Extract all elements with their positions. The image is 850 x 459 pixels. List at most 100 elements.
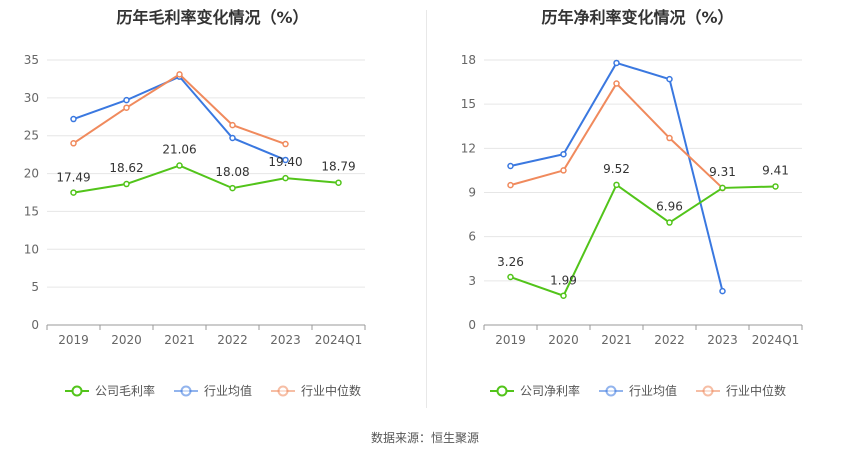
y-tick-label: 18: [461, 53, 476, 67]
legend-item[interactable]: 行业中位数: [270, 382, 361, 399]
data-point[interactable]: [282, 140, 289, 148]
legend-label: 行业中位数: [726, 384, 787, 398]
data-label: 18.08: [215, 165, 249, 179]
data-label: 9.41: [762, 163, 789, 177]
legend-label: 行业均值: [628, 384, 677, 398]
data-point[interactable]: [176, 71, 183, 78]
x-tick-label: 2019: [495, 333, 526, 347]
data-point[interactable]: [507, 181, 514, 189]
data-label: 17.49: [56, 171, 90, 185]
data-label: 19.40: [268, 155, 302, 169]
y-tick-label: 25: [24, 129, 39, 143]
chart-title: 历年净利率变化情况（%）: [541, 8, 734, 27]
legend-swatch: [598, 385, 623, 396]
data-point[interactable]: [70, 115, 77, 123]
net-margin-chart: 0 3 6 9 12 15 18 2019 2020 2021 2022 2023 2024Q1 3.26…: [461, 53, 803, 347]
data-point[interactable]: [507, 162, 514, 170]
series-line: [510, 183, 776, 297]
data-source: 数据来源：恒生聚源: [370, 431, 479, 445]
y-tick-label: 35: [24, 53, 39, 67]
legend-item[interactable]: 公司净利率: [489, 382, 580, 399]
data-point[interactable]: [560, 167, 567, 174]
x-tick-label: 2022: [654, 333, 685, 347]
y-tick-label: 6: [468, 230, 476, 244]
data-label: 18.79: [321, 160, 355, 174]
x-tick-label: 2023: [270, 333, 301, 347]
legend-item[interactable]: 行业均值: [173, 382, 252, 399]
data-label: 6.96: [656, 200, 683, 214]
data-point[interactable]: [123, 104, 130, 111]
legend-label: 公司净利率: [519, 384, 580, 398]
data-point[interactable]: [229, 134, 236, 142]
x-tick-label: 2020: [111, 333, 142, 347]
gross-margin-panel: 历年毛利率变化情况（%） 0 5 10 15 20 25 30 35 2019 2020 2021 2…: [0, 0, 425, 420]
legend-label: 公司毛利率: [94, 384, 155, 398]
data-point[interactable]: [507, 273, 514, 281]
data-label: 1.99: [550, 274, 577, 288]
data-point[interactable]: [560, 292, 567, 299]
data-point[interactable]: [123, 180, 130, 188]
data-point[interactable]: [560, 150, 567, 158]
data-point[interactable]: [282, 174, 289, 182]
y-tick-label: 30: [24, 91, 39, 105]
chart-title: 历年毛利率变化情况（%）: [116, 8, 309, 27]
data-point[interactable]: [70, 140, 77, 147]
x-tick-label: 2021: [601, 333, 632, 347]
legend: 公司毛利率 行业均值 行业中位数: [0, 382, 425, 399]
legend-item[interactable]: 行业中位数: [695, 382, 786, 399]
legend-swatch: [64, 385, 89, 396]
data-label: 3.26: [497, 255, 524, 269]
data-point[interactable]: [719, 184, 726, 192]
x-tick-label: 2021: [164, 333, 195, 347]
y-tick-label: 5: [31, 280, 39, 294]
data-point[interactable]: [666, 219, 673, 226]
data-label: 21.06: [162, 143, 196, 157]
legend-swatch: [173, 385, 198, 396]
x-tick-label: 2024Q1: [752, 333, 800, 347]
data-point[interactable]: [719, 287, 726, 295]
y-tick-label: 15: [461, 97, 476, 111]
legend-swatch: [271, 385, 295, 396]
data-point[interactable]: [229, 121, 236, 129]
x-tick-label: 2023: [707, 333, 738, 347]
y-tick-label: 15: [24, 204, 39, 218]
data-point[interactable]: [70, 189, 77, 196]
data-point[interactable]: [666, 75, 673, 83]
legend-swatch: [489, 385, 514, 396]
data-point[interactable]: [282, 156, 289, 164]
data-label: 18.62: [109, 161, 143, 175]
data-point[interactable]: [613, 59, 620, 67]
data-point[interactable]: [666, 134, 673, 142]
data-point[interactable]: [176, 162, 183, 169]
data-point[interactable]: [229, 184, 236, 192]
data-point[interactable]: [335, 179, 342, 186]
legend-item[interactable]: 公司毛利率: [64, 382, 155, 399]
x-tick-label: 2024Q1: [315, 333, 363, 347]
data-point[interactable]: [613, 80, 620, 87]
y-tick-label: 20: [24, 167, 39, 181]
data-point[interactable]: [772, 183, 779, 190]
data-label: 9.52: [603, 162, 630, 176]
series-line: [73, 164, 339, 194]
y-tick-label: 0: [468, 318, 476, 332]
legend-swatch: [696, 385, 720, 396]
legend: 公司净利率 行业均值 行业中位数: [425, 382, 850, 399]
x-tick-label: 2020: [548, 333, 579, 347]
data-point[interactable]: [613, 181, 620, 189]
data-label: 9.31: [709, 165, 736, 179]
data-point[interactable]: [123, 96, 130, 104]
panel-divider: [426, 10, 427, 408]
legend-label: 行业中位数: [301, 384, 362, 398]
gross-margin-chart: 0 5 10 15 20 25 30 35 2019 2020 2021 2022 2023 2024Q1…: [24, 53, 366, 347]
legend-label: 行业均值: [203, 384, 252, 398]
y-tick-label: 3: [468, 274, 476, 288]
series-line: [72, 73, 286, 145]
net-margin-panel: 历年净利率变化情况（%） 0 3 6 9 12 15 18 2019 2020 2021 2022 2…: [425, 0, 850, 420]
legend-item[interactable]: 行业均值: [598, 382, 677, 399]
y-tick-label: 12: [461, 141, 476, 155]
x-tick-label: 2022: [217, 333, 248, 347]
y-tick-label: 9: [468, 186, 476, 200]
y-tick-label: 10: [24, 242, 39, 256]
y-tick-label: 0: [31, 318, 39, 332]
x-tick-label: 2019: [58, 333, 89, 347]
